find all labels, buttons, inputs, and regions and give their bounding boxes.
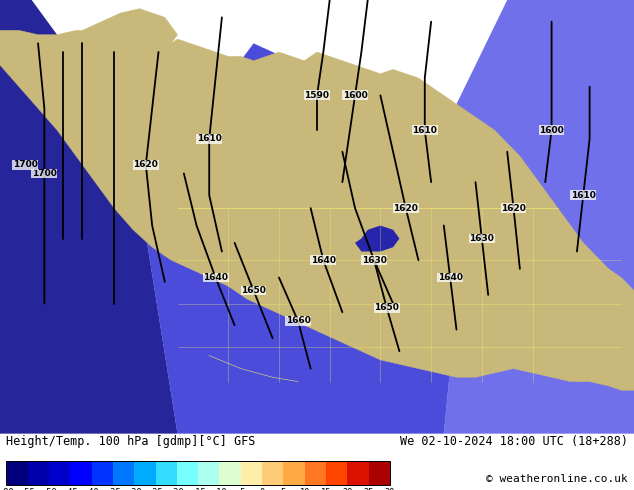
Text: 1590: 1590 xyxy=(304,91,330,100)
Text: -45: -45 xyxy=(62,488,78,490)
Bar xyxy=(198,461,219,486)
Text: 5: 5 xyxy=(281,488,286,490)
Text: 1640: 1640 xyxy=(203,273,228,282)
Bar xyxy=(155,461,177,486)
Text: 1610: 1610 xyxy=(197,134,222,143)
Text: Height/Temp. 100 hPa [gdmp][°C] GFS: Height/Temp. 100 hPa [gdmp][°C] GFS xyxy=(6,435,256,448)
Text: 30: 30 xyxy=(385,488,395,490)
Text: 1650: 1650 xyxy=(241,286,266,295)
Text: 1600: 1600 xyxy=(342,91,368,100)
Text: -25: -25 xyxy=(148,488,164,490)
Text: 1620: 1620 xyxy=(501,204,526,213)
Polygon shape xyxy=(0,9,634,390)
Bar xyxy=(49,461,70,486)
Bar xyxy=(326,461,347,486)
Bar xyxy=(347,461,368,486)
Polygon shape xyxy=(444,0,634,434)
Text: 1610: 1610 xyxy=(412,125,437,135)
Bar xyxy=(305,461,326,486)
Bar xyxy=(177,461,198,486)
Text: 1620: 1620 xyxy=(133,160,158,169)
Text: -40: -40 xyxy=(84,488,100,490)
Text: 1660: 1660 xyxy=(285,317,311,325)
Text: -80: -80 xyxy=(0,488,14,490)
Text: -30: -30 xyxy=(126,488,142,490)
Bar xyxy=(368,461,390,486)
Text: 1640: 1640 xyxy=(311,256,336,265)
Text: 1610: 1610 xyxy=(571,191,596,199)
Bar xyxy=(219,461,241,486)
Text: 0: 0 xyxy=(259,488,264,490)
Text: © weatheronline.co.uk: © weatheronline.co.uk xyxy=(486,474,628,484)
Text: 1640: 1640 xyxy=(437,273,463,282)
Bar xyxy=(91,461,113,486)
Text: We 02-10-2024 18:00 UTC (18+288): We 02-10-2024 18:00 UTC (18+288) xyxy=(399,435,628,448)
Text: -55: -55 xyxy=(20,488,36,490)
Text: 1630: 1630 xyxy=(469,234,495,243)
Bar xyxy=(28,461,49,486)
Text: -35: -35 xyxy=(105,488,120,490)
Text: -50: -50 xyxy=(41,488,57,490)
Text: 20: 20 xyxy=(342,488,353,490)
Polygon shape xyxy=(139,44,456,434)
Text: 1700: 1700 xyxy=(13,160,37,169)
Polygon shape xyxy=(355,225,399,251)
Text: 1650: 1650 xyxy=(374,303,399,313)
Bar xyxy=(134,461,155,486)
Text: 25: 25 xyxy=(363,488,374,490)
Text: 15: 15 xyxy=(321,488,331,490)
Bar xyxy=(113,461,134,486)
Text: -5: -5 xyxy=(235,488,246,490)
Text: 1700: 1700 xyxy=(32,169,57,178)
Text: -20: -20 xyxy=(169,488,184,490)
Polygon shape xyxy=(0,0,178,434)
Text: -15: -15 xyxy=(190,488,206,490)
Bar xyxy=(6,461,28,486)
Text: 1630: 1630 xyxy=(361,256,387,265)
Text: 10: 10 xyxy=(299,488,310,490)
Bar xyxy=(6,461,390,486)
Bar xyxy=(241,461,262,486)
Bar xyxy=(262,461,283,486)
Text: 1620: 1620 xyxy=(393,204,418,213)
Bar xyxy=(283,461,305,486)
Text: -10: -10 xyxy=(212,488,228,490)
Bar xyxy=(70,461,91,486)
Text: 1600: 1600 xyxy=(539,125,564,135)
